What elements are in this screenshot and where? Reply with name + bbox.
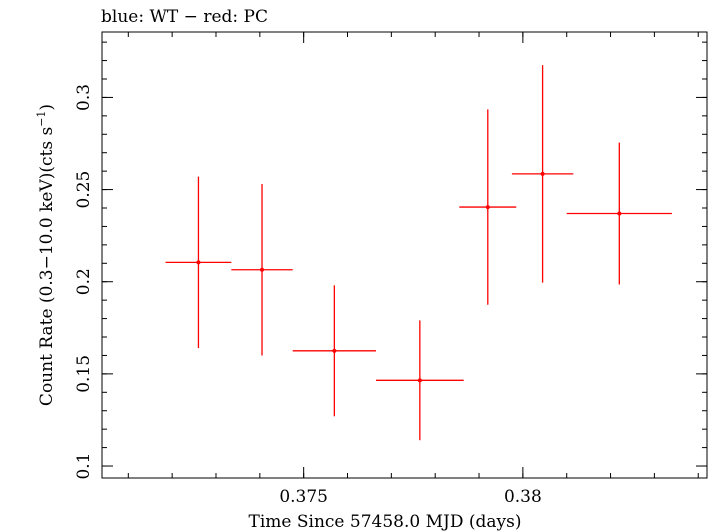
data-point: [511, 65, 574, 283]
x-tick-label: 0.375: [279, 487, 328, 507]
point-marker: [332, 348, 337, 353]
data-point: [292, 285, 377, 417]
y-axis-label-main: Count Rate (0.3−10.0 keV)(cts s: [37, 127, 57, 406]
point-marker: [260, 267, 265, 272]
plot-frame: [101, 31, 708, 479]
axis-ticks: [102, 32, 707, 478]
chart-title: blue: WT − red: PC: [101, 7, 268, 27]
point-marker: [617, 211, 622, 216]
point-marker: [196, 260, 201, 265]
point-marker: [540, 171, 545, 176]
point-marker: [485, 205, 490, 210]
data-point: [459, 109, 517, 305]
y-tick-label: 0.25: [74, 171, 94, 209]
x-tick-label: 0.38: [504, 487, 542, 507]
y-tick-label: 0.1: [74, 452, 94, 479]
y-tick-label: 0.15: [74, 355, 94, 393]
data-points: [165, 65, 672, 441]
y-tick-label: 0.3: [74, 84, 94, 111]
data-point: [376, 320, 464, 441]
y-axis-label-exponent: −1: [35, 111, 48, 127]
y-axis-label-close: ): [37, 104, 57, 111]
data-point: [231, 184, 293, 356]
data-point: [165, 176, 232, 349]
y-axis-label: Count Rate (0.3−10.0 keV)(cts s−1): [35, 104, 57, 406]
point-marker: [417, 378, 422, 383]
data-point: [566, 142, 672, 285]
tick-labels: 0.375 0.38 0.1 0.15 0.2 0.25 0.3: [74, 84, 542, 507]
x-axis-label: Time Since 57458.0 MJD (days): [249, 512, 522, 532]
y-tick-label: 0.2: [74, 268, 94, 295]
